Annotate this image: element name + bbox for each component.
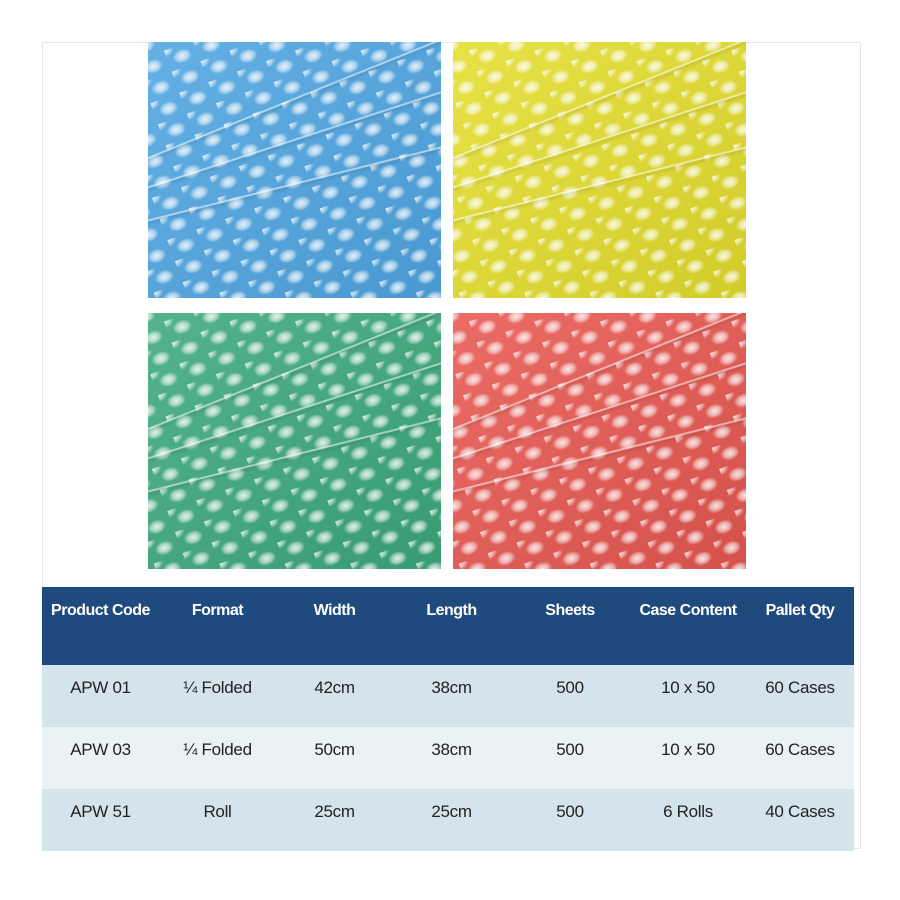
cell-length: 25cm [393,789,510,851]
green-cloth-image [148,313,441,569]
header-length: Length [393,587,510,665]
table-row: APW 51 Roll 25cm 25cm 500 6 Rolls 40 Cases [42,789,854,851]
blue-cloth-image [148,42,441,298]
table-row: APW 01 ¼ Folded 42cm 38cm 500 10 x 50 60 Cases [42,665,854,727]
cell-pallet-qty: 60 Cases [746,727,854,789]
cell-case-content: 10 x 50 [630,665,746,727]
cell-length: 38cm [393,665,510,727]
yellow-cloth-image [453,42,746,298]
cell-case-content: 10 x 50 [630,727,746,789]
cell-format: ¼ Folded [159,665,276,727]
cell-product-code: APW 51 [42,789,159,851]
cell-width: 50cm [276,727,393,789]
cell-length: 38cm [393,727,510,789]
cell-sheets: 500 [510,665,630,727]
cell-case-content: 6 Rolls [630,789,746,851]
table-row: APW 03 ¼ Folded 50cm 38cm 500 10 x 50 60 Cases [42,727,854,789]
cell-pallet-qty: 60 Cases [746,665,854,727]
red-cloth-image [453,313,746,569]
table-header-row: Product Code Format Width Length Sheets … [42,587,854,665]
header-pallet-qty: Pallet Qty [746,587,854,665]
header-product-code: Product Code [42,587,159,665]
header-width: Width [276,587,393,665]
cell-width: 25cm [276,789,393,851]
cell-format: Roll [159,789,276,851]
header-case-content: Case Content [630,587,746,665]
product-table: Product Code Format Width Length Sheets … [42,587,854,851]
cell-product-code: APW 01 [42,665,159,727]
header-format: Format [159,587,276,665]
cell-sheets: 500 [510,727,630,789]
cell-product-code: APW 03 [42,727,159,789]
cell-width: 42cm [276,665,393,727]
cell-format: ¼ Folded [159,727,276,789]
header-sheets: Sheets [510,587,630,665]
cell-pallet-qty: 40 Cases [746,789,854,851]
cell-sheets: 500 [510,789,630,851]
